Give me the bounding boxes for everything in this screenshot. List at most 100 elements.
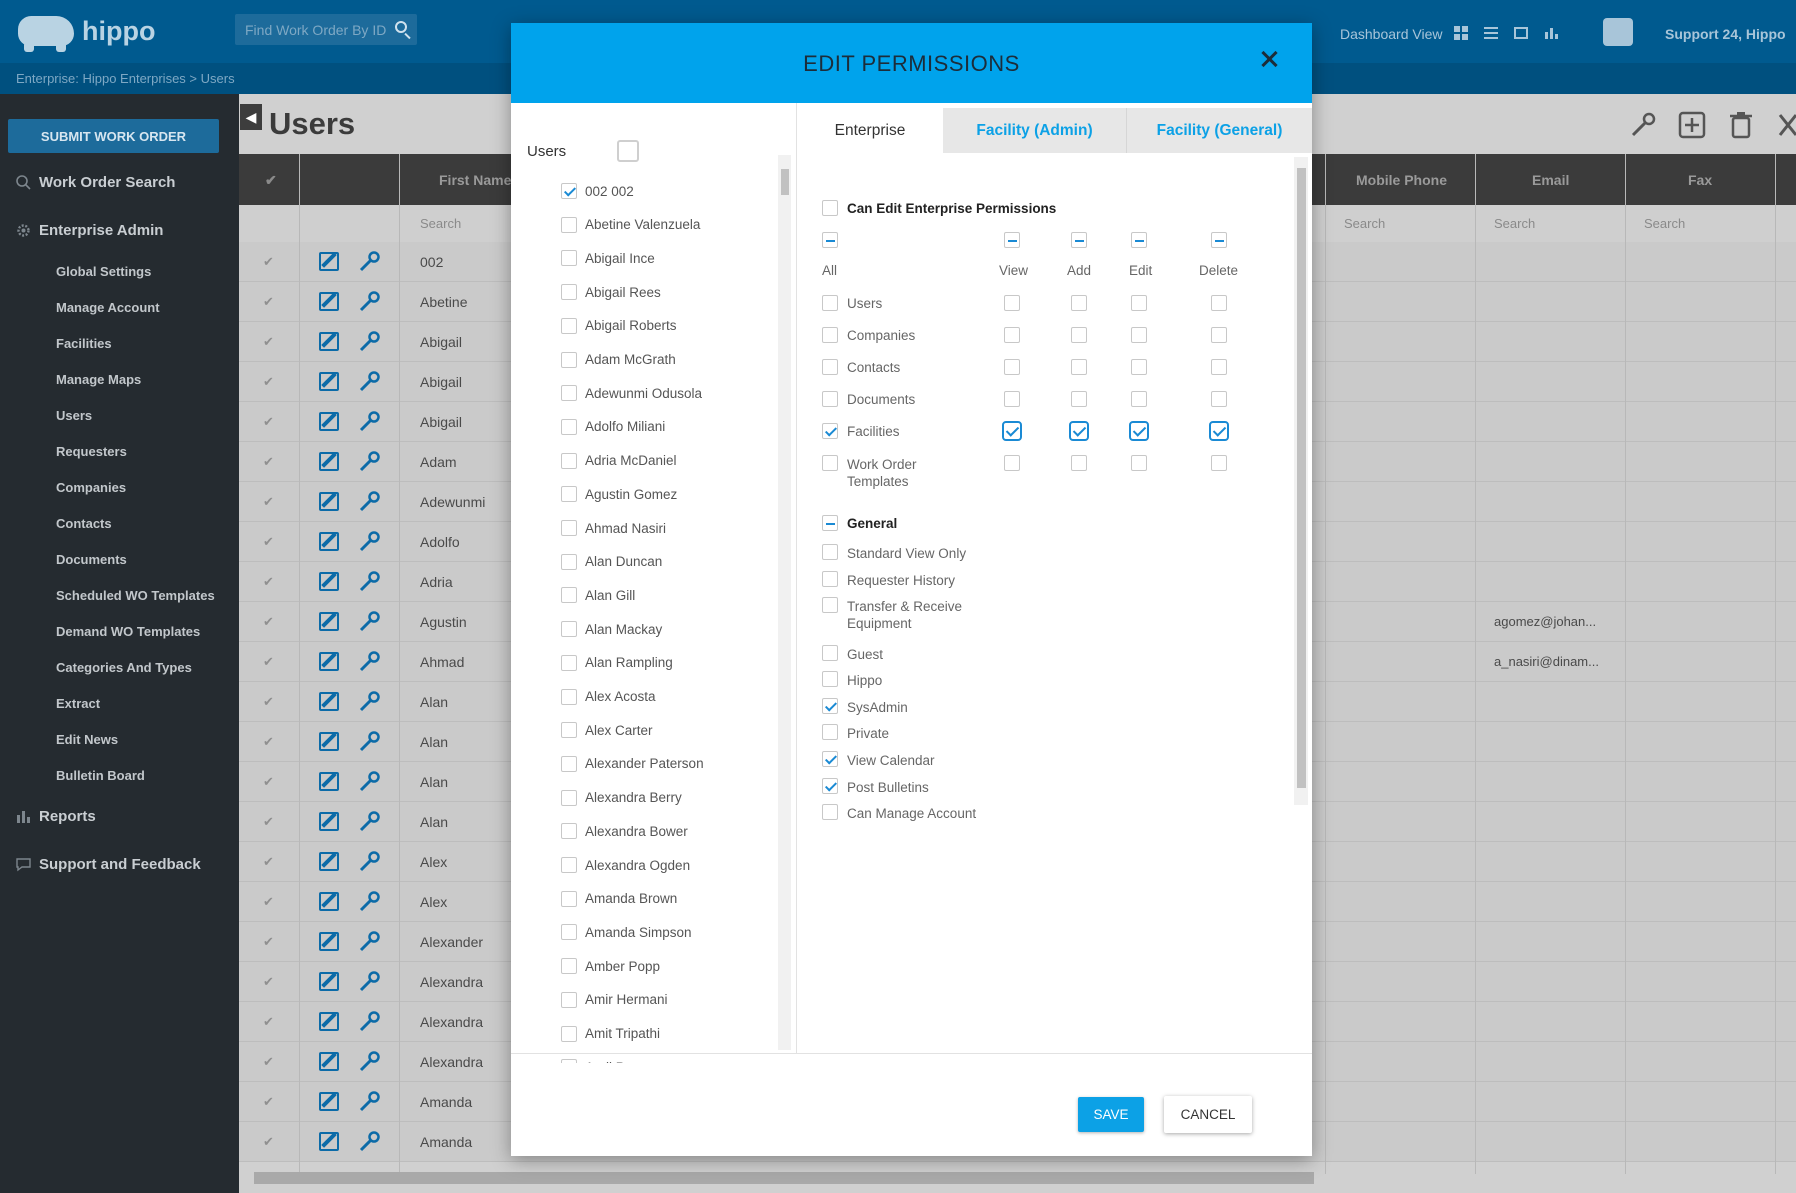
chart-view-icon[interactable] [1544, 26, 1558, 40]
facilities-delete-checkbox[interactable] [1209, 421, 1229, 441]
sidebar-item-manage-account[interactable]: Manage Account [56, 300, 160, 315]
select-all-users-checkbox[interactable] [617, 140, 639, 162]
row-check-icon[interactable]: ✔ [263, 734, 274, 749]
key-icon[interactable] [359, 610, 381, 632]
collapse-sidebar-button[interactable]: ◀ [240, 104, 262, 130]
user-list-item[interactable]: Abigail Ince [561, 248, 655, 268]
can-edit-enterprise-checkbox[interactable] [822, 200, 838, 216]
edit-icon[interactable] [319, 372, 339, 391]
search-icon[interactable] [395, 21, 407, 33]
user-list-item[interactable]: Abigail Rees [561, 282, 661, 302]
key-icon[interactable] [359, 1130, 381, 1152]
user-checkbox[interactable] [561, 250, 577, 267]
row-check-icon[interactable]: ✔ [263, 1094, 274, 1109]
sidebar-item-facilities[interactable]: Facilities [56, 336, 112, 351]
sidebar-item-manage-maps[interactable]: Manage Maps [56, 372, 142, 387]
sidebar-item-edit-news[interactable]: Edit News [56, 732, 119, 747]
documents-delete-checkbox[interactable] [1211, 391, 1227, 407]
user-list-item[interactable]: Adolfo Miliani [561, 417, 665, 437]
user-list-item[interactable]: Agustin Gomez [561, 484, 677, 504]
row-check-icon[interactable]: ✔ [263, 374, 274, 389]
key-icon[interactable] [359, 410, 381, 432]
facilities-add-checkbox[interactable] [1069, 421, 1089, 441]
users-scrollbar[interactable] [778, 155, 791, 1050]
user-checkbox[interactable] [561, 418, 577, 435]
facilities-row-checkbox[interactable] [822, 423, 838, 439]
column-header-mobile-phone[interactable]: Mobile Phone [1356, 172, 1447, 188]
mobile-phone-search[interactable]: Search [1344, 216, 1386, 231]
sidebar-item-global-settings[interactable]: Global Settings [56, 264, 152, 279]
edit-icon[interactable] [319, 452, 339, 471]
select-all-check-icon[interactable]: ✔ [265, 172, 277, 188]
key-icon[interactable] [359, 530, 381, 552]
trash-icon[interactable] [1728, 111, 1754, 139]
user-checkbox[interactable] [561, 755, 577, 772]
fax-search[interactable]: Search [1644, 216, 1686, 231]
sidebar-item-categories-and-types[interactable]: Categories And Types [56, 660, 192, 675]
user-list-item[interactable]: Alexandra Berry [561, 788, 682, 808]
key-icon[interactable] [359, 1010, 381, 1032]
edit-icon[interactable] [319, 1012, 339, 1031]
column-header-fax[interactable]: Fax [1688, 172, 1713, 188]
nav-support-feedback[interactable]: Support and Feedback [16, 856, 201, 873]
user-list-item[interactable]: Amber Popp [561, 956, 660, 976]
breadcrumb[interactable]: Enterprise: Hippo Enterprises > Users [16, 71, 235, 86]
key-icon[interactable] [359, 690, 381, 712]
nav-reports[interactable]: Reports [16, 808, 96, 825]
contacts-view-checkbox[interactable] [1004, 359, 1020, 375]
key-icon[interactable] [359, 330, 381, 352]
cancel-button[interactable]: CANCEL [1164, 1096, 1252, 1133]
user-checkbox[interactable] [561, 924, 577, 941]
messages-icon[interactable] [1603, 18, 1633, 46]
all-rows-checkbox[interactable] [822, 232, 838, 248]
user-list-item[interactable]: Adewunmi Odusola [561, 383, 702, 403]
contacts-edit-checkbox[interactable] [1131, 359, 1147, 375]
user-checkbox[interactable] [561, 1059, 577, 1063]
key-icon[interactable] [359, 970, 381, 992]
key-icon[interactable] [359, 930, 381, 952]
companies-add-checkbox[interactable] [1071, 327, 1087, 343]
users-scrollbar-thumb[interactable] [781, 169, 789, 195]
key-icon[interactable] [359, 290, 381, 312]
user-checkbox[interactable] [561, 284, 577, 301]
user-checkbox[interactable] [561, 688, 577, 705]
documents-view-checkbox[interactable] [1004, 391, 1020, 407]
wo-templates-edit-checkbox[interactable] [1131, 455, 1147, 471]
nav-enterprise-admin[interactable]: Enterprise Admin [16, 222, 163, 239]
user-list-item[interactable]: Alexander Paterson [561, 754, 704, 774]
sidebar-item-documents[interactable]: Documents [56, 552, 127, 567]
submit-work-order-button[interactable]: SUBMIT WORK ORDER [8, 119, 219, 153]
user-checkbox[interactable] [561, 553, 577, 570]
user-list-item[interactable]: Alexandra Bower [561, 821, 688, 841]
nav-work-order-search[interactable]: Work Order Search [16, 174, 175, 191]
row-check-icon[interactable]: ✔ [263, 494, 274, 509]
edit-icon[interactable] [319, 1132, 339, 1151]
list-view-icon[interactable] [1484, 26, 1498, 40]
first-name-search[interactable]: Search [420, 216, 462, 231]
contacts-row-checkbox[interactable] [822, 359, 838, 375]
user-list-item[interactable]: Abetine Valenzuela [561, 215, 700, 235]
tab-facility-admin[interactable]: Facility (Admin) [943, 108, 1127, 153]
user-list-item[interactable]: Adria McDaniel [561, 451, 677, 471]
general-permission-checkbox[interactable] [822, 544, 838, 560]
wo-templates-view-checkbox[interactable] [1004, 455, 1020, 471]
user-checkbox[interactable] [561, 722, 577, 739]
delete-all-checkbox[interactable] [1211, 232, 1227, 248]
edit-icon[interactable] [319, 652, 339, 671]
user-list-item[interactable]: Alex Carter [561, 720, 653, 740]
documents-add-checkbox[interactable] [1071, 391, 1087, 407]
edit-icon[interactable] [319, 492, 339, 511]
save-button[interactable]: SAVE [1078, 1097, 1144, 1132]
user-list-item[interactable]: Amir Hermani [561, 990, 668, 1010]
column-header-first-name[interactable]: First Name [439, 172, 512, 188]
key-icon[interactable] [359, 490, 381, 512]
user-checkbox[interactable] [561, 621, 577, 638]
row-check-icon[interactable]: ✔ [263, 454, 274, 469]
work-order-id-search[interactable]: Find Work Order By ID [235, 14, 417, 45]
edit-icon[interactable] [319, 1052, 339, 1071]
edit-icon[interactable] [319, 1092, 339, 1111]
tab-facility-general[interactable]: Facility (General) [1127, 108, 1312, 153]
user-checkbox[interactable] [561, 1025, 577, 1042]
companies-row-checkbox[interactable] [822, 327, 838, 343]
user-checkbox[interactable] [561, 654, 577, 671]
